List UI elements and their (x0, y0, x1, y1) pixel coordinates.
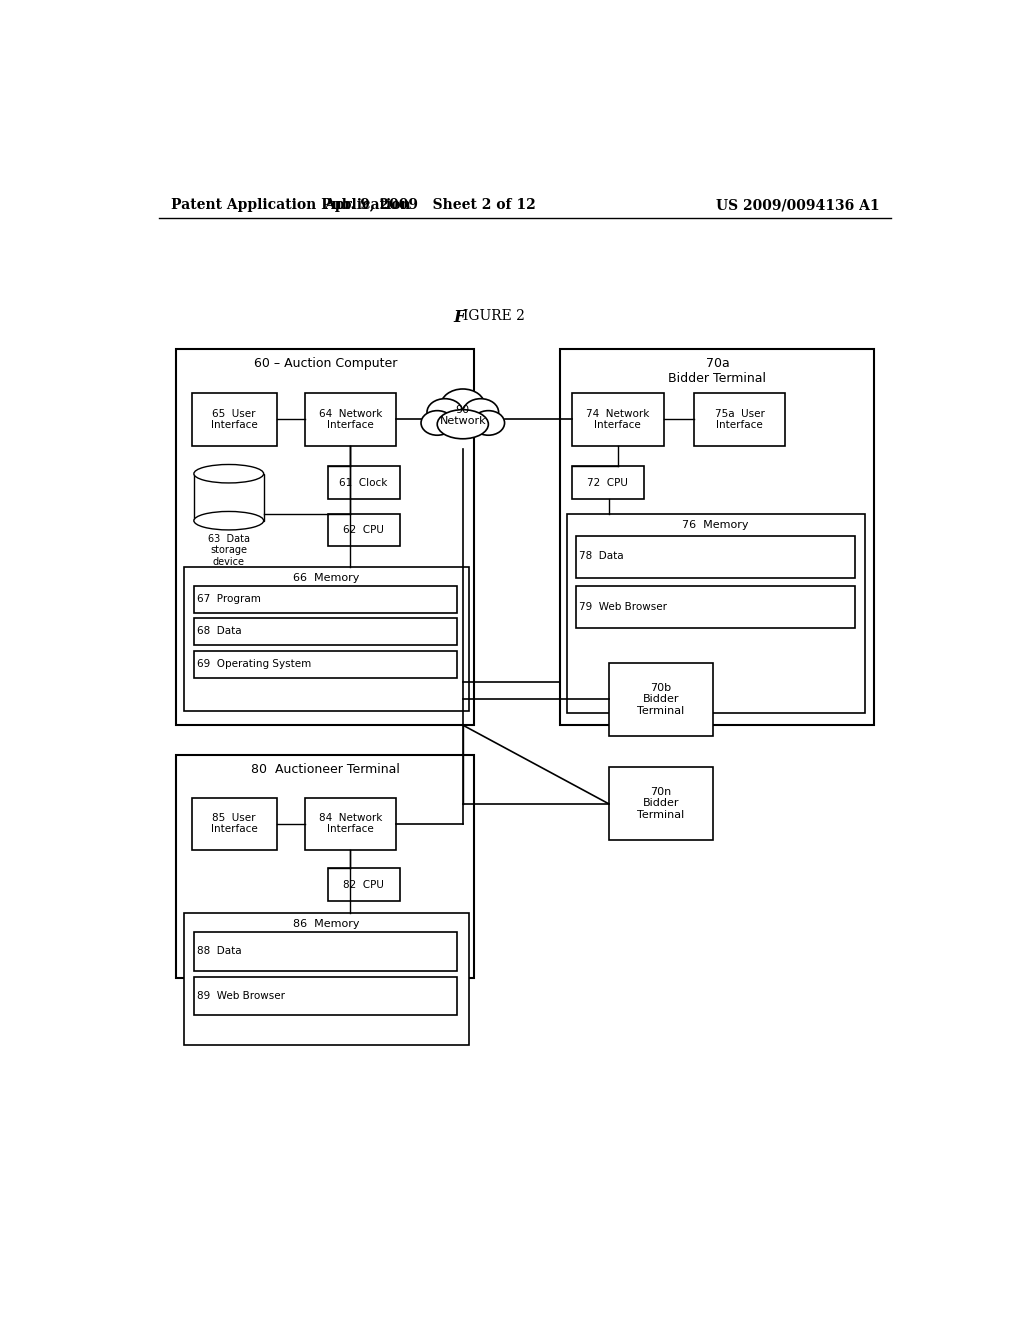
Text: 61  Clock: 61 Clock (339, 478, 388, 487)
Text: 89  Web Browser: 89 Web Browser (197, 991, 285, 1001)
Text: 68  Data: 68 Data (197, 626, 242, 636)
Text: 79  Web Browser: 79 Web Browser (579, 602, 667, 611)
Text: 85  User
Interface: 85 User Interface (211, 813, 258, 834)
Bar (194, 474, 263, 520)
Text: 88  Data: 88 Data (197, 946, 242, 957)
Bar (572, 393, 664, 446)
Bar (305, 797, 396, 850)
Text: 70a
Bidder Terminal: 70a Bidder Terminal (669, 358, 766, 385)
Text: 84  Network
Interface: 84 Network Interface (318, 813, 382, 834)
Text: 70b
Bidder
Terminal: 70b Bidder Terminal (637, 682, 684, 715)
Text: Apr. 9, 2009   Sheet 2 of 12: Apr. 9, 2009 Sheet 2 of 12 (325, 198, 537, 213)
Bar (191, 393, 276, 446)
Bar (608, 767, 713, 840)
Bar (194, 586, 458, 612)
Text: 67  Program: 67 Program (197, 594, 261, 603)
Text: 74  Network
Interface: 74 Network Interface (586, 409, 649, 430)
Bar (194, 618, 458, 645)
Bar (575, 586, 855, 628)
Text: 60 – Auction Computer: 60 – Auction Computer (254, 358, 397, 370)
Bar (305, 393, 396, 446)
Ellipse shape (472, 411, 505, 436)
Ellipse shape (194, 511, 263, 529)
Bar (183, 566, 469, 711)
Ellipse shape (463, 399, 499, 426)
Bar (191, 797, 276, 850)
Ellipse shape (427, 399, 463, 426)
Text: 65  User
Interface: 65 User Interface (211, 409, 258, 430)
Text: 70n
Bidder
Terminal: 70n Bidder Terminal (637, 787, 684, 820)
Text: 75a  User
Interface: 75a User Interface (715, 409, 764, 430)
Text: 66  Memory: 66 Memory (293, 573, 359, 582)
Bar (572, 466, 644, 499)
Text: 76  Memory: 76 Memory (682, 520, 749, 531)
Text: 78  Data: 78 Data (579, 552, 624, 561)
Bar (328, 515, 400, 546)
Bar (183, 913, 469, 1045)
Text: 82  CPU: 82 CPU (343, 879, 384, 890)
Text: 86  Memory: 86 Memory (293, 919, 359, 929)
Bar (693, 393, 785, 446)
Text: 80  Auctioneer Terminal: 80 Auctioneer Terminal (251, 763, 399, 776)
Text: 69  Operating System: 69 Operating System (197, 659, 311, 669)
Bar (566, 515, 865, 713)
Ellipse shape (421, 411, 454, 436)
Bar (194, 651, 458, 678)
Bar (194, 977, 458, 1015)
Bar (608, 663, 713, 737)
Bar (575, 536, 855, 578)
Text: 90
Network: 90 Network (439, 405, 486, 426)
Bar (328, 466, 400, 499)
Text: 62  CPU: 62 CPU (343, 525, 384, 536)
Text: IGURE 2: IGURE 2 (463, 309, 524, 322)
Text: 63  Data
storage
device: 63 Data storage device (208, 533, 250, 568)
Ellipse shape (437, 409, 488, 438)
Bar (176, 755, 474, 978)
Text: 64  Network
Interface: 64 Network Interface (318, 409, 382, 430)
Text: Patent Application Publication: Patent Application Publication (171, 198, 411, 213)
Text: 72  CPU: 72 CPU (588, 478, 628, 487)
Ellipse shape (431, 405, 495, 437)
Text: F: F (454, 309, 465, 326)
Bar (328, 869, 400, 900)
Ellipse shape (440, 389, 485, 422)
Bar (560, 350, 874, 725)
Bar (194, 932, 458, 970)
Ellipse shape (194, 465, 263, 483)
Bar (176, 350, 474, 725)
Text: US 2009/0094136 A1: US 2009/0094136 A1 (716, 198, 880, 213)
